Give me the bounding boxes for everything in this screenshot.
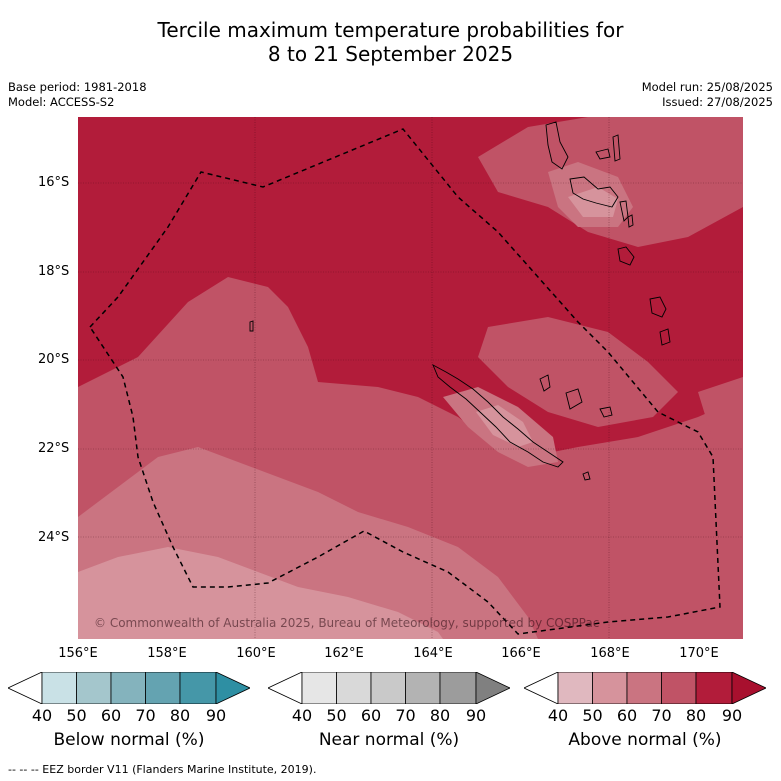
probability-map: © Commonwealth of Australia 2025, Bureau… bbox=[78, 117, 743, 639]
cb-tick: 70 bbox=[395, 706, 416, 725]
cb-tick: 50 bbox=[582, 706, 603, 725]
cb-above-seg-4 bbox=[661, 672, 697, 704]
model-run: Model run: 25/08/2025 bbox=[641, 80, 773, 94]
cb-above-seg-3 bbox=[626, 672, 662, 704]
cb-title-near: Near normal (%) bbox=[318, 730, 460, 750]
copyright-text: © Commonwealth of Australia 2025, Bureau… bbox=[94, 616, 599, 630]
cb-above-seg-1 bbox=[557, 672, 593, 704]
cb-tick: 60 bbox=[360, 706, 382, 725]
cb-near-seg-1 bbox=[301, 672, 337, 704]
lon-label-160e: 160°E bbox=[236, 646, 276, 661]
vanuatu-coast-5 bbox=[617, 246, 635, 266]
cb-near-seg-2 bbox=[336, 672, 372, 704]
eez-footnote: -- -- -- EEZ border V11 (Flanders Marine… bbox=[8, 763, 317, 776]
small-island-west bbox=[249, 320, 254, 332]
lat-label-20s: 20°S bbox=[38, 352, 70, 367]
cb-below-seg-0 bbox=[8, 672, 43, 704]
lat-label-16s: 16°S bbox=[38, 175, 70, 190]
new-caledonia-coast bbox=[432, 364, 564, 468]
eez-border bbox=[89, 128, 721, 635]
cb-near-seg-3 bbox=[370, 672, 406, 704]
cb-below-seg-1 bbox=[41, 672, 77, 704]
cb-above-seg-6 bbox=[731, 672, 766, 704]
lat-label-18s: 18°S bbox=[38, 264, 70, 279]
title-line-2: 8 to 21 September 2025 bbox=[267, 42, 514, 66]
region-50-60-island bbox=[476, 405, 533, 447]
cb-title-below: Below normal (%) bbox=[53, 730, 205, 750]
loyalty-islands-coast bbox=[539, 374, 613, 418]
cb-below-seg-6 bbox=[215, 672, 250, 704]
region-50-60-southwest bbox=[78, 547, 443, 639]
lat-label-22s: 22°S bbox=[38, 441, 70, 456]
cb-above-seg-0 bbox=[524, 672, 559, 704]
cb-near-seg-6 bbox=[475, 672, 510, 704]
issued-date: Issued: 27/08/2025 bbox=[662, 95, 773, 109]
cb-title-above: Above normal (%) bbox=[568, 730, 722, 750]
cb-below-seg-3 bbox=[110, 672, 146, 704]
base-period: Base period: 1981-2018 bbox=[8, 80, 147, 94]
vanuatu-coast-6 bbox=[649, 296, 667, 318]
cb-tick: 40 bbox=[291, 706, 313, 725]
lon-label-156e: 156°E bbox=[58, 646, 98, 661]
cb-tick: 80 bbox=[685, 706, 707, 725]
lon-label-158e: 158°E bbox=[147, 646, 187, 661]
cb-tick: 70 bbox=[135, 706, 156, 725]
lon-label-166e: 166°E bbox=[501, 646, 541, 661]
cb-near-seg-0 bbox=[268, 672, 303, 704]
lon-label-162e: 162°E bbox=[324, 646, 364, 661]
lon-label-164e: 164°E bbox=[413, 646, 453, 661]
cb-tick: 80 bbox=[429, 706, 451, 725]
cb-tick: 90 bbox=[465, 706, 487, 725]
cb-tick: 50 bbox=[66, 706, 87, 725]
vanuatu-coast-4 bbox=[619, 200, 634, 228]
lon-label-170e: 170°E bbox=[679, 646, 719, 661]
chart-title: Tercile maximum temperature probabilitie… bbox=[0, 18, 781, 66]
vanuatu-coast-1 bbox=[545, 121, 569, 170]
cb-tick: 40 bbox=[31, 706, 53, 725]
lon-label-168e: 168°E bbox=[590, 646, 630, 661]
meta-right: Model run: 25/08/2025 Issued: 27/08/2025 bbox=[642, 80, 773, 110]
cb-near-seg-5 bbox=[439, 672, 477, 704]
cb-tick: 90 bbox=[205, 706, 227, 725]
colorbar-near-normal bbox=[268, 672, 510, 704]
cb-below-seg-2 bbox=[76, 672, 112, 704]
graticule bbox=[78, 117, 743, 639]
cb-tick: 90 bbox=[721, 706, 743, 725]
cb-tick: 50 bbox=[326, 706, 347, 725]
cb-below-seg-4 bbox=[145, 672, 181, 704]
cb-above-seg-5 bbox=[695, 672, 733, 704]
title-line-1: Tercile maximum temperature probabilitie… bbox=[157, 18, 624, 42]
cb-below-seg-5 bbox=[179, 672, 217, 704]
cb-near-seg-4 bbox=[405, 672, 441, 704]
lat-label-24s: 24°S bbox=[38, 530, 70, 545]
colorbar-below-normal bbox=[8, 672, 250, 704]
cb-tick: 40 bbox=[547, 706, 569, 725]
cb-tick: 70 bbox=[651, 706, 672, 725]
vanuatu-coast-2 bbox=[569, 176, 619, 208]
cb-above-seg-2 bbox=[592, 672, 628, 704]
model-name: Model: ACCESS-S2 bbox=[8, 95, 115, 109]
colorbar-above-normal bbox=[524, 672, 766, 704]
cb-tick: 80 bbox=[169, 706, 191, 725]
cb-tick: 60 bbox=[100, 706, 122, 725]
vanuatu-coast-7 bbox=[659, 328, 671, 346]
cb-tick: 60 bbox=[616, 706, 638, 725]
region-70-80-east bbox=[698, 377, 743, 477]
isle-of-pines-coast bbox=[582, 471, 591, 481]
region-70-80-central bbox=[478, 317, 678, 427]
coastlines bbox=[249, 121, 671, 481]
meta-left: Base period: 1981-2018 Model: ACCESS-S2 bbox=[8, 80, 147, 110]
vanuatu-coast-3 bbox=[595, 134, 621, 162]
